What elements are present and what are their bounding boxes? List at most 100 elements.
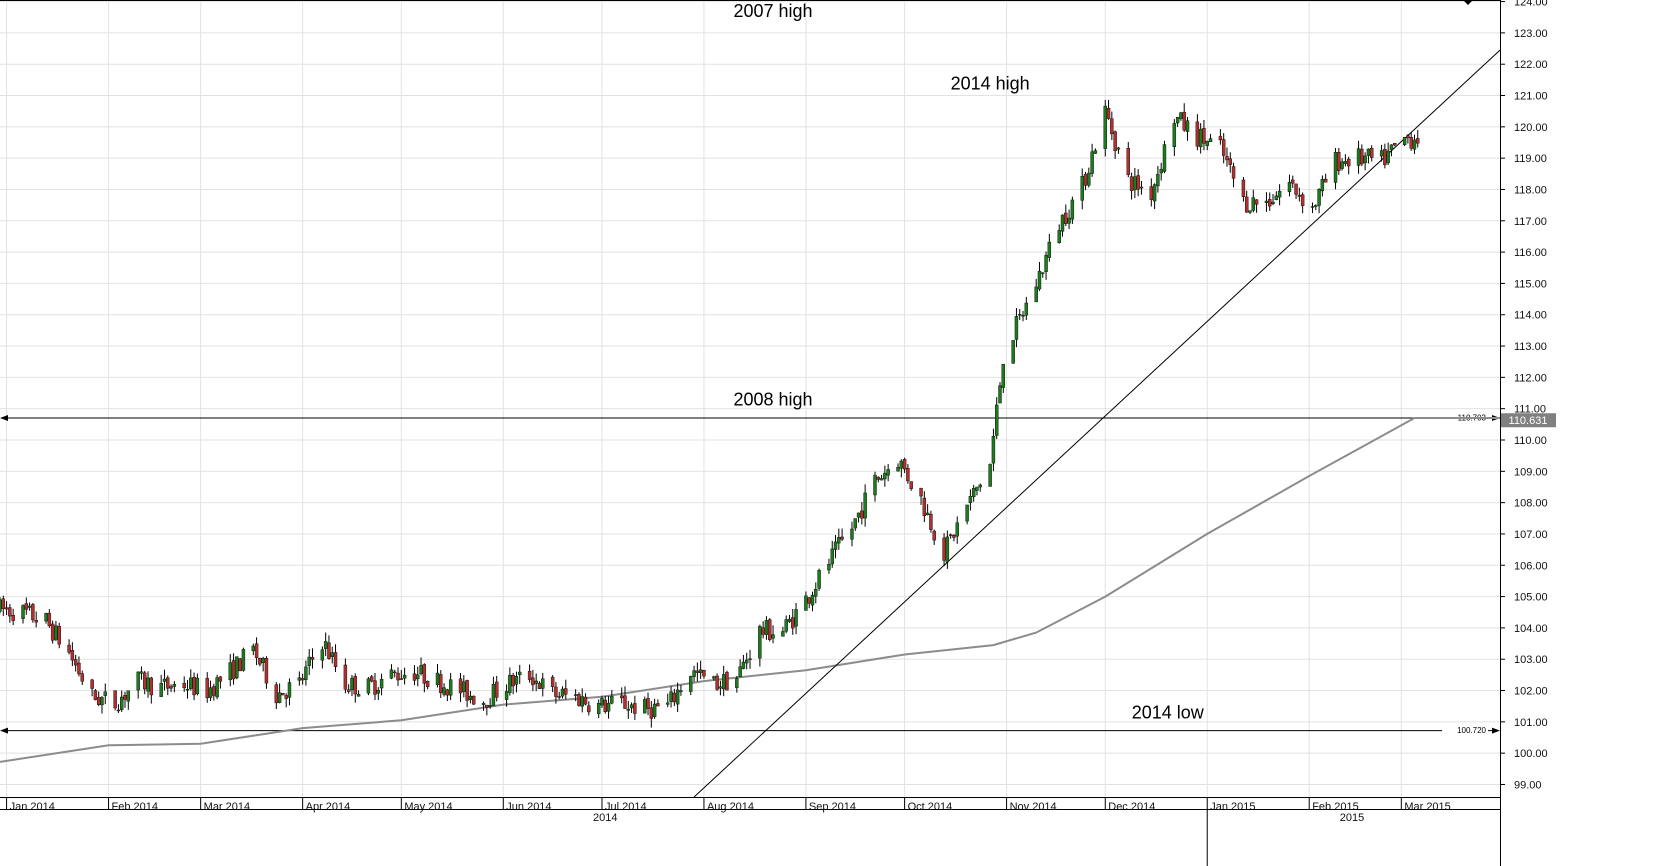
candle-body — [297, 677, 302, 681]
candle-body — [1014, 316, 1019, 340]
candle-body — [57, 625, 61, 645]
candle-body — [0, 599, 2, 612]
moving-average — [0, 417, 1500, 763]
candle-body — [11, 614, 15, 621]
level-label-bg — [1442, 725, 1488, 735]
candle-body — [741, 661, 746, 669]
candle-body — [416, 674, 420, 680]
candle-body — [1287, 181, 1292, 192]
candle-body — [31, 604, 35, 621]
candle-body — [1, 598, 5, 610]
candle-body — [998, 385, 1002, 404]
x-tick-label: Nov 2014 — [1010, 801, 1057, 813]
y-tick-label: 119.00 — [1514, 153, 1547, 165]
candle-body — [4, 607, 9, 610]
candle-body — [1179, 112, 1183, 119]
candle-body — [310, 657, 315, 660]
candle-body — [1139, 186, 1144, 189]
candle-body — [919, 487, 923, 497]
candle-body — [758, 625, 762, 659]
candle-body — [70, 650, 75, 661]
annotation-label: 2014 low — [1132, 703, 1205, 723]
candle-body — [1136, 175, 1140, 190]
candle-body — [672, 692, 677, 703]
candle-body — [873, 474, 877, 496]
candle-body — [162, 678, 167, 682]
annotation-label: 2007 high — [733, 1, 812, 21]
trendline-line — [693, 49, 1501, 798]
candle-body — [1340, 161, 1344, 169]
annotations: 2007 high 2014 high 2008 high 2014 low — [733, 1, 1204, 722]
candle-body — [541, 678, 545, 689]
candle-body — [899, 460, 904, 469]
y-tick-label: 110.00 — [1514, 435, 1547, 447]
candle-body — [1070, 199, 1075, 220]
x-tick-label: Sep 2014 — [809, 801, 856, 813]
candle-body — [1064, 212, 1068, 224]
candle-body — [896, 466, 900, 472]
candle-body — [738, 666, 742, 678]
chart-grid — [0, 0, 1500, 797]
candle-body — [909, 481, 913, 489]
candle-body — [968, 496, 973, 503]
candle-body — [995, 404, 999, 436]
candle-body — [139, 671, 144, 674]
candle-body — [458, 678, 463, 694]
candle-body — [1277, 190, 1282, 198]
candle-body — [379, 678, 384, 689]
candle-body — [833, 541, 838, 550]
candle-body — [100, 697, 104, 706]
candle-body — [781, 631, 785, 637]
candle-body — [264, 657, 269, 684]
candle-body — [856, 512, 861, 518]
annotation-label: 2008 high — [733, 390, 812, 410]
candle-body — [1346, 158, 1351, 167]
candle-body — [745, 659, 749, 664]
candle-body — [27, 605, 32, 608]
candle-body — [251, 645, 255, 652]
candle-body — [942, 537, 946, 561]
trendline — [693, 49, 1501, 798]
candle-body — [1300, 194, 1305, 206]
candle-body — [1195, 121, 1200, 147]
candle-body — [1323, 178, 1328, 183]
moving-average-line — [0, 417, 1500, 763]
candle-body — [1126, 147, 1130, 175]
y-tick-label: 122.00 — [1514, 59, 1548, 71]
candle-body — [327, 642, 331, 659]
candle-body — [50, 623, 55, 641]
candle-body — [514, 676, 519, 685]
candle-body — [1370, 148, 1374, 158]
candle-body — [1047, 241, 1052, 258]
candle-body — [761, 627, 765, 635]
current-price-box — [1501, 413, 1556, 428]
candle-body — [284, 695, 288, 699]
candle-body — [620, 695, 624, 699]
candle-body — [689, 676, 693, 692]
candle-body — [606, 702, 611, 712]
candle-body — [511, 675, 515, 687]
candle-body — [1083, 174, 1088, 186]
candle-body — [485, 704, 489, 708]
candle-body — [241, 649, 246, 671]
candle-body — [373, 680, 377, 695]
candle-body — [791, 617, 795, 629]
candle-body — [975, 486, 979, 491]
candle-body — [531, 677, 535, 686]
candle-body — [1057, 230, 1061, 244]
candle-body — [646, 698, 650, 709]
candle-body — [955, 522, 959, 537]
candle-body — [886, 469, 890, 476]
candle-body — [445, 689, 450, 696]
y-tick-label: 107.00 — [1514, 529, 1548, 541]
candle-body — [47, 612, 52, 627]
candle-body — [231, 660, 236, 680]
candle-body — [560, 688, 565, 697]
candle-body — [143, 672, 147, 690]
candle-body — [692, 670, 696, 677]
candle-body — [1363, 155, 1367, 164]
y-tick-label: 112.00 — [1514, 372, 1547, 384]
candle-body — [1037, 271, 1042, 290]
candle-body — [596, 703, 601, 715]
